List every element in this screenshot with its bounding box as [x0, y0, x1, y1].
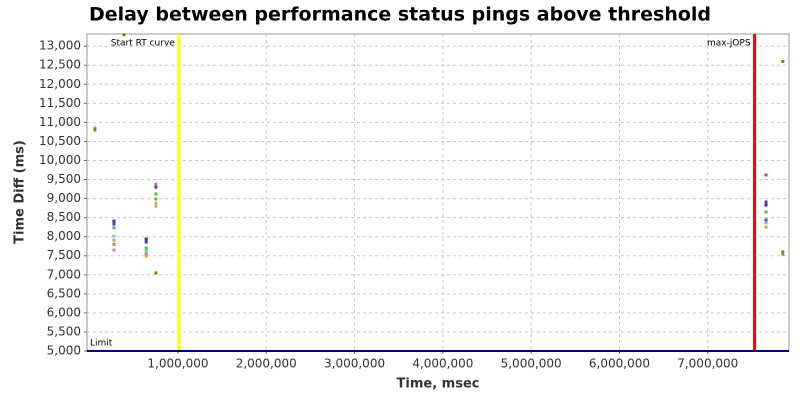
y-tick-label: 11,000 [39, 115, 81, 129]
y-tick-label: 9,000 [47, 191, 81, 205]
point [154, 192, 158, 196]
point [144, 249, 148, 253]
point [764, 225, 768, 229]
y-tick-label: 10,500 [39, 134, 81, 148]
point [144, 246, 148, 250]
x-tick-label: 7,000,000 [677, 357, 738, 371]
point [122, 33, 126, 37]
point [764, 218, 768, 222]
y-tick-label: 13,000 [39, 39, 81, 53]
plot-area [86, 33, 790, 352]
y-tick-label: 10,000 [39, 153, 81, 167]
point [112, 226, 116, 230]
y-tick-label: 5,000 [47, 344, 81, 358]
point [144, 237, 148, 241]
y-tick-label: 12,500 [39, 58, 81, 72]
point [154, 185, 158, 189]
y-tick-label: 6,500 [47, 286, 81, 300]
y-axis-label: Time Diff (ms) [13, 140, 28, 244]
point [144, 254, 148, 258]
marker-label: Start RT curve [111, 39, 175, 49]
point [764, 200, 768, 204]
y-tick-label: 9,500 [47, 172, 81, 186]
point [93, 126, 97, 130]
y-tick-label: 8,000 [47, 229, 81, 243]
x-axis-label: Time, msec [397, 377, 480, 392]
point [154, 271, 158, 275]
point [112, 248, 116, 252]
point [112, 238, 116, 242]
point [144, 252, 148, 256]
point [781, 59, 785, 63]
x-tick-label: 2,000,000 [236, 357, 297, 371]
y-tick-label: 5,500 [47, 324, 81, 338]
point [154, 204, 158, 208]
x-tick-label: 5,000,000 [501, 357, 562, 371]
point [764, 210, 768, 214]
point [781, 250, 785, 254]
point [154, 201, 158, 205]
y-tick-label: 12,000 [39, 77, 81, 91]
x-tick-label: 4,000,000 [412, 357, 473, 371]
y-tick-label: 7,000 [47, 267, 81, 281]
point [112, 219, 116, 223]
point [764, 203, 768, 207]
marker-label: max-jOPS [707, 39, 751, 49]
point [764, 173, 768, 177]
point [144, 240, 148, 244]
point [154, 197, 158, 201]
y-tick-label: 7,500 [47, 248, 81, 262]
point [112, 242, 116, 246]
y-tick-label: 8,500 [47, 210, 81, 224]
point [93, 128, 97, 132]
y-tick-label: 6,000 [47, 305, 81, 319]
limit-label: Limit [90, 339, 113, 349]
point [112, 234, 116, 238]
x-tick-label: 6,000,000 [589, 357, 650, 371]
chart-title: Delay between performance status pings a… [89, 4, 711, 26]
point [112, 222, 116, 226]
x-tick-label: 1,000,000 [147, 357, 208, 371]
y-tick-label: 11,500 [39, 96, 81, 110]
point [764, 221, 768, 225]
x-tick-label: 3,000,000 [324, 357, 385, 371]
point [781, 252, 785, 256]
point [154, 182, 158, 186]
